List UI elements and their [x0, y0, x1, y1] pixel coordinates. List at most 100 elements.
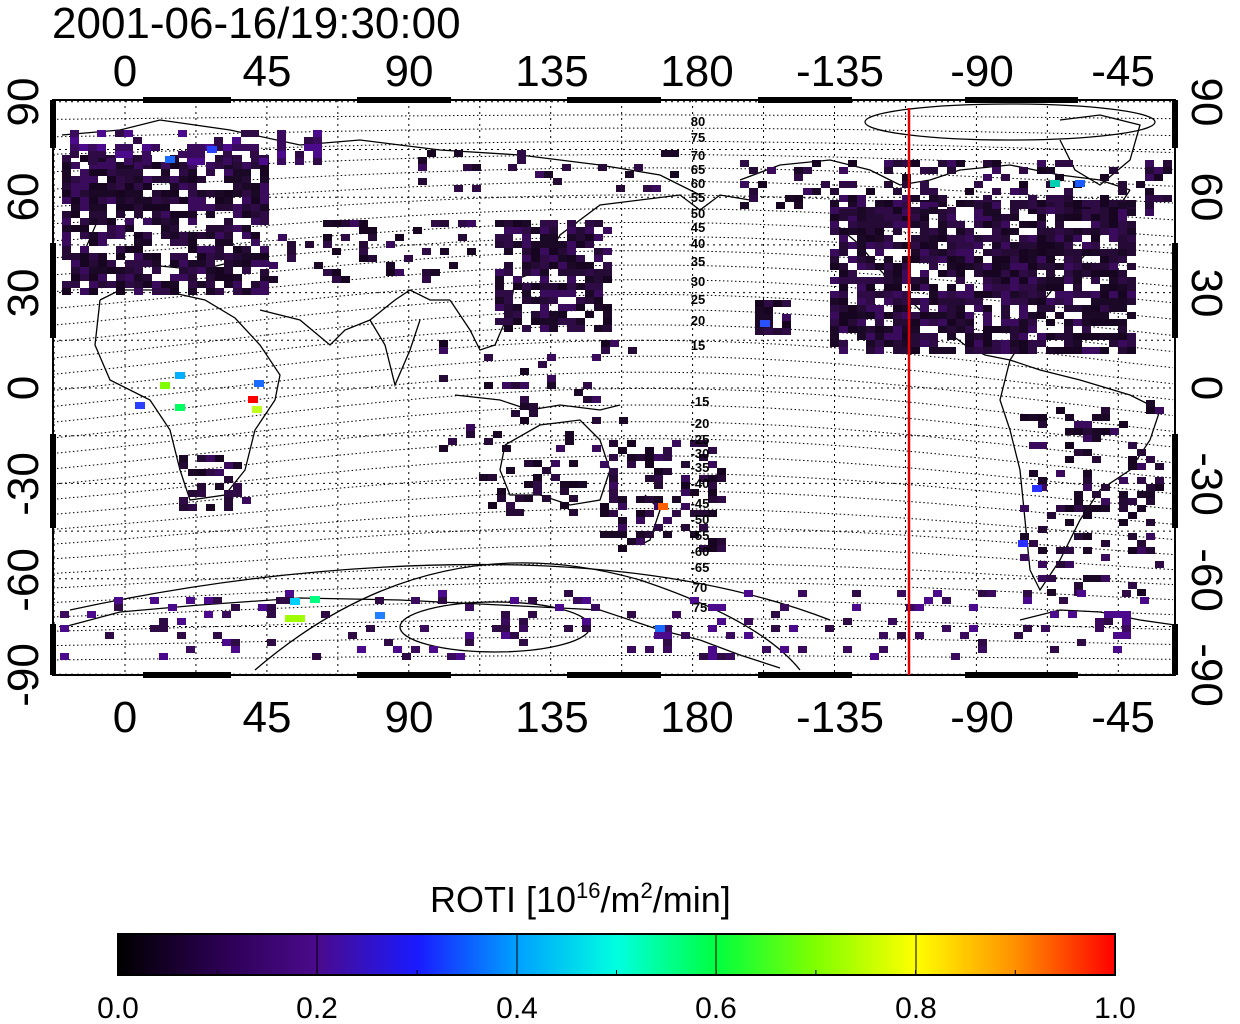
roti-cell [495, 241, 504, 248]
roti-cell [241, 144, 250, 151]
roti-cell [71, 197, 80, 204]
roti-cell [368, 234, 377, 241]
roti-cell [116, 281, 125, 288]
roti-cell [142, 158, 151, 165]
roti-cell [627, 538, 636, 545]
roti-cell [1118, 242, 1127, 249]
roti-cell [902, 291, 911, 298]
roti-cell [80, 267, 89, 274]
roti-cell [893, 214, 902, 221]
roti-cell [206, 204, 215, 211]
roti-cell [197, 176, 206, 183]
roti-cell [744, 590, 753, 597]
roti-cell [618, 496, 627, 503]
roti-cell [1055, 200, 1064, 207]
roti-cell [89, 274, 98, 281]
roti-cell [983, 312, 992, 319]
roti-cell [893, 207, 902, 214]
roti-cell [866, 298, 875, 305]
roti-cell [956, 319, 965, 326]
roti-cell [242, 497, 251, 504]
roti-cell [513, 318, 522, 325]
roti-cell [188, 197, 197, 204]
roti-cell [143, 260, 152, 267]
roti-cell [152, 176, 161, 183]
roti-cell [116, 232, 125, 239]
roti-cell [830, 291, 839, 298]
roti-cell [115, 130, 124, 137]
roti-cell [857, 235, 866, 242]
roti-cell [522, 248, 531, 255]
roti-cell [215, 469, 224, 476]
roti-cell [1055, 228, 1064, 235]
roti-cell [1127, 347, 1136, 354]
roti-cell [520, 382, 529, 389]
roti-cell [519, 625, 528, 632]
roti-cell [179, 162, 188, 169]
roti-cell [1019, 235, 1028, 242]
roti-cell [233, 253, 242, 260]
roti-cell [974, 221, 983, 228]
roti-cell [627, 440, 636, 447]
roti-cell [902, 347, 911, 354]
roti-cell [902, 319, 911, 326]
roti-cell [1109, 228, 1118, 235]
magnetic-contour [53, 404, 1174, 454]
roti-cell [251, 162, 260, 169]
roti-cell [233, 169, 242, 176]
roti-cell [1119, 477, 1128, 484]
roti-cell [857, 312, 866, 319]
roti-cell [517, 150, 526, 157]
roti-cell [839, 214, 848, 221]
roti-cell [531, 255, 540, 262]
roti-cell [179, 197, 188, 204]
roti-cell [71, 162, 80, 169]
magnetic-contour [53, 655, 1174, 661]
roti-cell [1038, 421, 1047, 428]
roti-cell [278, 234, 287, 241]
roti-cell [1073, 291, 1082, 298]
contour-labels: 8075706560555045403530252015-15-20-25-30… [691, 114, 710, 615]
lon-tick-label: 180 [660, 47, 733, 96]
roti-cell [161, 204, 170, 211]
roti-cell [884, 298, 893, 305]
roti-cell [920, 256, 929, 263]
roti-cell [1146, 491, 1155, 498]
roti-cell [143, 239, 152, 246]
roti-cell [875, 263, 884, 270]
roti-cell [520, 368, 529, 375]
roti-cell [540, 241, 549, 248]
roti-cell [978, 590, 987, 597]
roti-cell [1028, 277, 1037, 284]
roti-cell [513, 304, 522, 311]
roti-cell [440, 248, 449, 255]
roti-cell [197, 483, 206, 490]
roti-cell [1109, 221, 1118, 228]
roti-cell [170, 274, 179, 281]
roti-cell [134, 267, 143, 274]
roti-cell [170, 197, 179, 204]
roti-cell [911, 312, 920, 319]
roti-cell [549, 248, 558, 255]
roti-cell [215, 232, 224, 239]
roti-cell [558, 262, 567, 269]
roti-cell [857, 291, 866, 298]
frame-tick-bar [567, 97, 661, 103]
roti-cell [920, 270, 929, 277]
roti-cell [70, 144, 79, 151]
roti-cell [983, 277, 992, 284]
roti-cell [277, 144, 286, 151]
roti-cell [125, 225, 134, 232]
roti-cell [1073, 256, 1082, 263]
roti-cell [152, 281, 161, 288]
roti-cell [1137, 589, 1146, 596]
roti-cell [915, 604, 924, 611]
roti-cell [357, 646, 366, 653]
roti-cell [134, 253, 143, 260]
roti-cell [152, 253, 161, 260]
roti-cell [974, 209, 983, 216]
roti-cell [62, 183, 71, 190]
roti-cell [1100, 228, 1109, 235]
roti-cell [866, 242, 875, 249]
roti-cell [567, 276, 576, 283]
